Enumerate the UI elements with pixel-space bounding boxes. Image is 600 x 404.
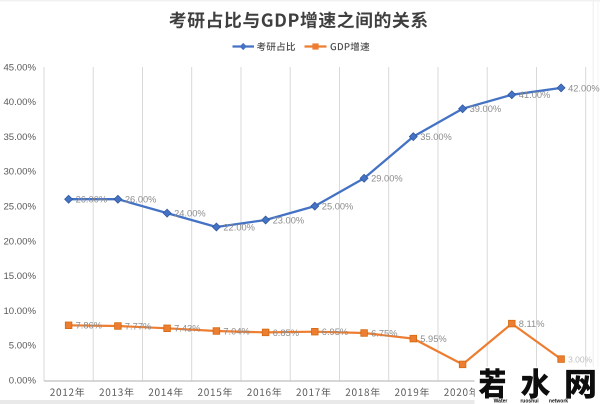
svg-text:8.11%: 8.11% [519, 319, 545, 329]
svg-text:29.00%: 29.00% [371, 174, 403, 184]
svg-text:26.00%: 26.00% [125, 195, 157, 205]
svg-text:35.00%: 35.00% [3, 132, 36, 143]
svg-text:22.00%: 22.00% [223, 222, 255, 232]
svg-text:6.75%: 6.75% [371, 328, 397, 338]
svg-text:45.00%: 45.00% [3, 62, 36, 73]
svg-text:7.86%: 7.86% [76, 321, 102, 331]
svg-text:20.00%: 20.00% [3, 236, 36, 247]
svg-text:Water: Water [494, 399, 508, 404]
svg-text:7.43%: 7.43% [174, 324, 200, 334]
svg-text:7.04%: 7.04% [223, 326, 249, 336]
svg-text:5.95%: 5.95% [420, 334, 446, 344]
svg-text:41.00%: 41.00% [519, 90, 551, 100]
svg-text:0.00%: 0.00% [9, 375, 37, 386]
svg-text:5.00%: 5.00% [9, 341, 37, 352]
svg-text:6.85%: 6.85% [273, 328, 299, 338]
svg-text:30.00%: 30.00% [3, 167, 36, 178]
svg-text:24.00%: 24.00% [174, 209, 206, 219]
svg-text:7.77%: 7.77% [125, 321, 151, 331]
svg-text:39.00%: 39.00% [470, 104, 502, 114]
svg-text:23.00%: 23.00% [273, 215, 305, 225]
svg-text:ruoshui: ruoshui [520, 399, 539, 404]
svg-text:26.00%: 26.00% [76, 195, 108, 205]
svg-text:25.00%: 25.00% [3, 202, 36, 213]
svg-text:42.00%: 42.00% [568, 83, 600, 93]
svg-text:40.00%: 40.00% [3, 97, 36, 108]
svg-text:6.95%: 6.95% [322, 327, 348, 337]
svg-text:25.00%: 25.00% [322, 202, 354, 212]
svg-text:15.00%: 15.00% [3, 271, 36, 282]
svg-text:network: network [549, 399, 568, 404]
svg-text:35.00%: 35.00% [420, 132, 452, 142]
svg-text:10.00%: 10.00% [3, 306, 36, 317]
svg-text:3.00%: 3.00% [568, 355, 593, 365]
